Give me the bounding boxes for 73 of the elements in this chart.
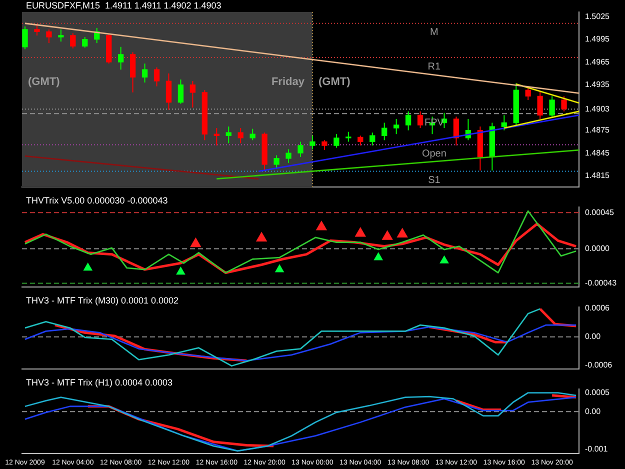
y-tick-label: 1.5025 [585,12,610,21]
point [398,229,408,238]
chart-title: EURUSDFXF,M15 1.4911 1.4911 1.4902 1.4903 [26,0,222,10]
point [256,233,266,242]
candlestick [501,114,507,131]
y-tick-label: 0.0005 [585,388,610,397]
point [316,222,326,230]
point [374,252,383,260]
chart-title: THVTrix V5.00 0.000030 -0.000043 [26,195,168,206]
chart-title: THV3 - MTF Trix (M30) 0.0001 0.0002 [26,295,179,306]
candlestick [70,32,76,49]
y-tick-label: -0.001 [585,444,608,454]
ref-line-label: S1 [428,175,441,186]
y-tick-label: 1.4995 [585,34,610,44]
y-tick-label: 1.4903 [585,104,610,114]
y-tick-label: 1.4845 [585,148,610,158]
candlestick [310,135,316,150]
candlestick [214,128,220,146]
y-tick-label: 0.00045 [585,208,614,217]
candlestick [46,28,52,44]
ref-line-label: R1 [428,61,442,72]
candlestick [34,24,40,36]
point [382,231,392,240]
candlestick [322,140,328,151]
ref-line-label: M [430,27,438,38]
candlestick [549,96,555,118]
y-tick-label: 0.00 [585,406,602,416]
candlestick [142,63,148,84]
candlestick [190,80,196,108]
candlestick [130,52,136,93]
candlestick [154,66,160,87]
candlestick [238,128,244,144]
y-tick-label: 1.4965 [585,57,610,66]
candlestick [358,135,364,146]
point [190,238,200,248]
candlestick [166,72,172,110]
candlestick [178,79,184,104]
ref-line-label: Friday [271,76,306,88]
point [84,263,92,271]
y-tick-label: -0.00043 [585,278,618,288]
y-tick-label: 1.4875 [585,126,610,135]
candlestick [118,46,124,70]
candlestick [334,134,340,148]
point [356,228,366,237]
candlestick [417,110,424,129]
y-tick-label: 0.0000 [585,244,610,253]
candlestick [22,26,28,50]
candlestick [394,118,400,135]
y-tick-label: 0.00 [585,332,602,342]
chart-title: THV3 - MTF Trix (H1) 0.0004 0.0003 [26,377,173,388]
y-tick-label: -0.0006 [585,360,613,370]
ref-line-label: Open [422,148,446,160]
candlestick [286,148,292,164]
point [440,256,448,264]
point [275,264,284,272]
candlestick [525,86,531,100]
candlestick [58,28,64,42]
candlestick [82,36,88,48]
candlestick [405,110,412,131]
candlestick [453,116,460,146]
y-tick-label: 0.0006 [585,304,610,313]
candlestick [382,122,388,141]
candlestick [561,96,567,112]
candlestick [370,132,376,146]
annotation: (GMT) [28,76,60,88]
candlestick [298,141,304,158]
point [176,267,185,275]
y-tick-label: 1.4935 [585,80,610,90]
annotation: (GMT) [318,76,351,88]
candlestick [226,126,232,144]
candlestick [274,154,280,168]
y-tick-label: 1.4815 [585,171,610,180]
candlestick [537,91,543,120]
